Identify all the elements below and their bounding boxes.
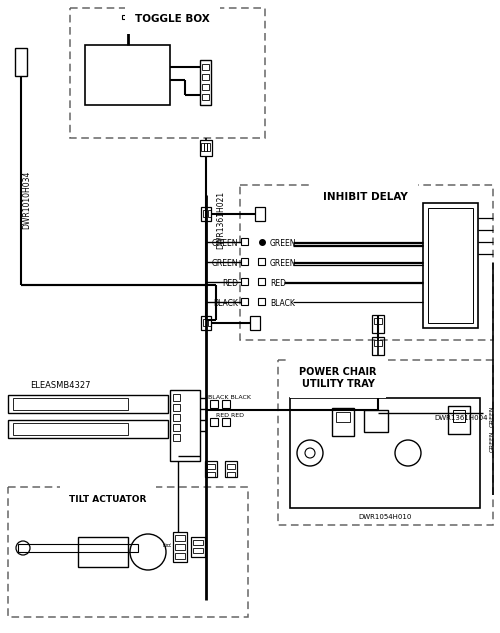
Text: ELEASMB4327: ELEASMB4327 (30, 381, 90, 390)
Bar (170, 390, 200, 461)
Bar (225, 461, 237, 477)
Bar (207, 143, 210, 151)
Bar (173, 434, 180, 441)
Text: GREEN: GREEN (212, 239, 238, 248)
Text: DWR1361H021: DWR1361H021 (216, 191, 225, 249)
Bar (208, 319, 211, 326)
Text: GREEN: GREEN (270, 258, 296, 268)
Bar (258, 278, 265, 285)
Bar (78, 537, 128, 567)
Bar (207, 464, 215, 469)
Bar (13, 423, 128, 435)
Bar (222, 418, 230, 426)
Bar (227, 472, 235, 477)
Bar (173, 414, 180, 421)
Text: GREEN: GREEN (490, 405, 494, 427)
Bar (202, 84, 209, 90)
Bar (241, 258, 248, 265)
Text: TILT ACTUATOR: TILT ACTUATOR (70, 495, 146, 504)
Bar (200, 60, 211, 105)
Bar (122, 15, 134, 19)
Text: RED: RED (270, 279, 286, 287)
Bar (175, 553, 185, 559)
Bar (255, 207, 265, 221)
Bar (372, 337, 384, 355)
Bar (8, 395, 168, 413)
Bar (336, 412, 350, 422)
Bar (222, 400, 230, 408)
Text: GREEN: GREEN (270, 239, 296, 248)
Bar (372, 315, 384, 333)
Bar (428, 208, 473, 323)
Bar (332, 408, 354, 436)
Text: DWR1054H010: DWR1054H010 (359, 514, 412, 520)
Bar (374, 318, 382, 324)
Bar (85, 45, 170, 105)
Bar (193, 548, 203, 553)
Bar (173, 424, 180, 431)
Bar (227, 464, 235, 469)
Text: RED RED: RED RED (216, 413, 244, 418)
Bar (258, 298, 265, 305)
Text: GREEN: GREEN (490, 430, 494, 451)
Bar (173, 394, 180, 401)
Bar (202, 94, 209, 100)
Text: BLACK: BLACK (213, 299, 238, 308)
Bar (193, 540, 203, 545)
Bar (241, 238, 248, 245)
Bar (364, 410, 388, 432)
Text: GREEN: GREEN (212, 258, 238, 268)
Text: DWR1010H034: DWR1010H034 (22, 171, 32, 229)
Bar (200, 140, 212, 156)
Text: BLACK: BLACK (270, 299, 295, 308)
Text: RED: RED (222, 279, 238, 287)
Bar (173, 532, 187, 562)
Text: TOGGLE BOX: TOGGLE BOX (135, 14, 210, 24)
Bar (18, 544, 138, 552)
Bar (210, 400, 218, 408)
Bar (241, 298, 248, 305)
Bar (205, 461, 217, 477)
Bar (204, 143, 206, 151)
Bar (173, 404, 180, 411)
Bar (448, 406, 470, 434)
Text: DWR1361H004: DWR1361H004 (434, 415, 488, 421)
Text: B: B (163, 542, 168, 546)
Bar (208, 210, 211, 217)
Bar (258, 258, 265, 265)
Bar (374, 340, 382, 346)
Bar (70, 8, 265, 138)
Bar (203, 210, 206, 217)
Bar (191, 537, 205, 557)
Bar (8, 487, 248, 617)
Bar (175, 544, 185, 550)
Bar (201, 207, 211, 221)
Bar (201, 316, 211, 330)
Bar (240, 185, 493, 340)
Bar (423, 203, 478, 328)
Bar (202, 74, 209, 80)
Text: POWER CHAIR
UTILITY TRAY: POWER CHAIR UTILITY TRAY (299, 367, 377, 389)
Bar (210, 418, 218, 426)
Bar (278, 360, 493, 525)
Bar (453, 410, 465, 422)
Bar (202, 64, 209, 70)
Bar (203, 319, 206, 326)
Bar (8, 420, 168, 438)
Text: R: R (167, 542, 172, 546)
Bar (175, 535, 185, 541)
Text: BLACK BLACK: BLACK BLACK (208, 395, 252, 400)
Text: INHIBIT DELAY: INHIBIT DELAY (322, 192, 408, 202)
Bar (15, 48, 27, 76)
Bar (201, 143, 203, 151)
Bar (13, 398, 128, 410)
Bar (290, 398, 480, 508)
Bar (250, 316, 260, 330)
Bar (241, 278, 248, 285)
Bar (207, 472, 215, 477)
